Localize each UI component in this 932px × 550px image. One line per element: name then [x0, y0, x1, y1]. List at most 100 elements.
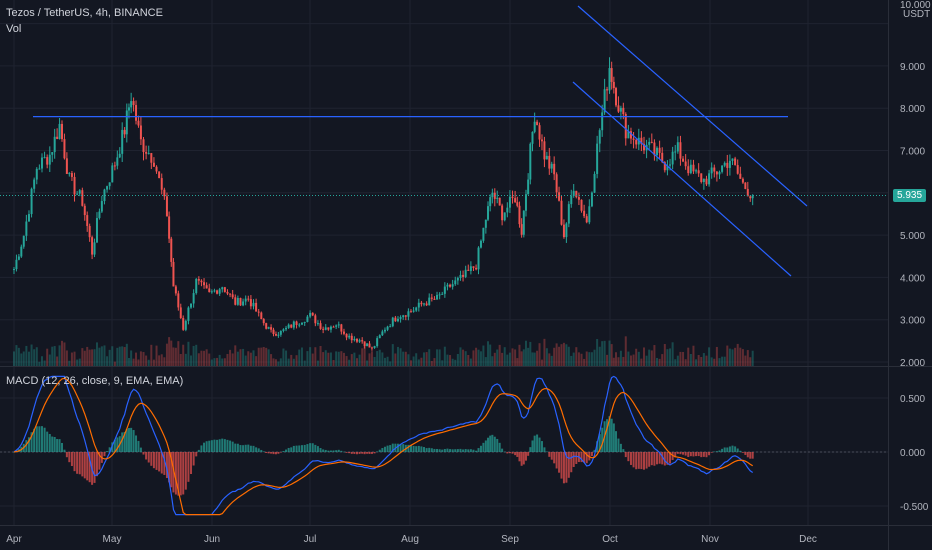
candle-body: [718, 171, 721, 175]
macd-histogram-bar: [412, 445, 415, 452]
macd-histogram-bar: [33, 428, 36, 452]
volume-bar: [358, 354, 361, 366]
macd-histogram-bar: [366, 452, 369, 454]
macd-histogram-bar: [540, 441, 543, 452]
candle-body: [197, 278, 200, 281]
volume-bar: [30, 344, 33, 366]
candle-body: [555, 174, 558, 193]
candle-body: [726, 162, 729, 168]
volume-bar: [366, 360, 369, 366]
volume-bar: [100, 346, 103, 366]
volume-bar: [300, 347, 303, 366]
candle-body: [642, 143, 645, 151]
candle-body: [98, 211, 101, 219]
candle-body: [402, 315, 405, 318]
candle-body: [368, 343, 371, 348]
macd-histogram-bar: [529, 447, 532, 452]
macd-histogram-bar: [93, 452, 96, 483]
candle-body: [373, 346, 376, 348]
volume-bar: [56, 356, 59, 366]
volume-bar: [558, 346, 561, 366]
y-tick-label: 10.000: [900, 0, 931, 11]
macd-histogram-bar: [612, 423, 615, 452]
candle-body: [324, 327, 327, 330]
macd-histogram-bar: [739, 450, 742, 452]
trendlines[interactable]: [0, 5, 888, 277]
candle-body: [459, 274, 462, 278]
candle-body: [255, 302, 258, 312]
volume-bar: [456, 353, 459, 366]
macd-histogram-bar: [669, 452, 672, 464]
volume-bar: [451, 358, 454, 366]
volume-bar: [583, 358, 586, 366]
candle-body: [407, 311, 410, 317]
macd-histogram-bar: [731, 445, 734, 452]
candle-body: [309, 312, 312, 317]
macd-histogram-bar: [558, 452, 561, 473]
volume-bar: [612, 357, 615, 366]
candle-body: [663, 162, 666, 171]
candle-body: [370, 347, 373, 349]
candle-body: [739, 173, 742, 179]
macd-histogram-bar: [247, 444, 250, 452]
candle-body: [482, 227, 485, 241]
x-tick-label: Nov: [701, 534, 719, 545]
macd-histogram-bar: [27, 437, 30, 452]
macd-histogram-bar: [137, 440, 140, 452]
macd-histogram-bar: [399, 443, 402, 452]
candle-body: [575, 190, 578, 198]
volume-bar: [139, 351, 142, 366]
candle-body: [692, 164, 695, 172]
candle-body: [751, 195, 754, 199]
volume-bar: [533, 352, 536, 366]
volume-bar: [590, 352, 593, 366]
candle-body: [70, 173, 73, 177]
volume-bar: [205, 349, 208, 366]
macd-histogram-bar: [598, 434, 601, 452]
macd-pane[interactable]: [0, 375, 888, 516]
volume-bar: [741, 349, 744, 366]
candle-body: [650, 141, 653, 143]
volume-bar: [127, 358, 130, 366]
candle-body: [108, 182, 111, 187]
x-tick-label: Oct: [602, 534, 618, 545]
macd-histogram-bar: [103, 452, 106, 457]
candlestick-series[interactable]: [13, 57, 754, 351]
volume-bar: [174, 347, 177, 366]
macd-histogram-bar: [319, 448, 322, 452]
macd-histogram-bar: [53, 436, 56, 452]
macd-histogram-bar: [550, 452, 553, 460]
candle-body: [640, 137, 643, 144]
candle-body: [118, 153, 121, 158]
volume-bar: [353, 352, 356, 366]
volume-bar: [155, 345, 158, 366]
volume-bar: [553, 347, 556, 366]
candle-body: [394, 317, 397, 322]
candle-body: [496, 197, 499, 199]
macd-histogram-bar: [702, 452, 705, 457]
candle-body: [184, 320, 187, 330]
macd-histogram-bar: [190, 452, 193, 475]
volume-bar: [203, 350, 206, 366]
macd-histogram-bar: [155, 452, 158, 470]
volume-bar: [610, 344, 613, 366]
macd-histogram-bar: [43, 427, 46, 452]
volume-bar: [345, 356, 348, 366]
macd-histogram-bar: [567, 452, 570, 478]
volume-bar: [76, 359, 79, 366]
candle-body: [472, 266, 475, 268]
volume-bar: [35, 347, 38, 366]
candle-body: [679, 142, 682, 159]
macd-histogram-bar: [713, 451, 716, 453]
candle-body: [95, 218, 98, 243]
candle-body: [462, 274, 465, 277]
candle-body: [391, 317, 394, 327]
volume-bar: [118, 346, 121, 366]
y-tick-label: 9.000: [900, 62, 925, 73]
candle-body: [615, 88, 618, 106]
candle-body: [430, 297, 433, 299]
macd-histogram-bar: [298, 445, 301, 452]
macd-histogram-bar: [441, 449, 444, 452]
macd-histogram-bar: [386, 445, 389, 452]
